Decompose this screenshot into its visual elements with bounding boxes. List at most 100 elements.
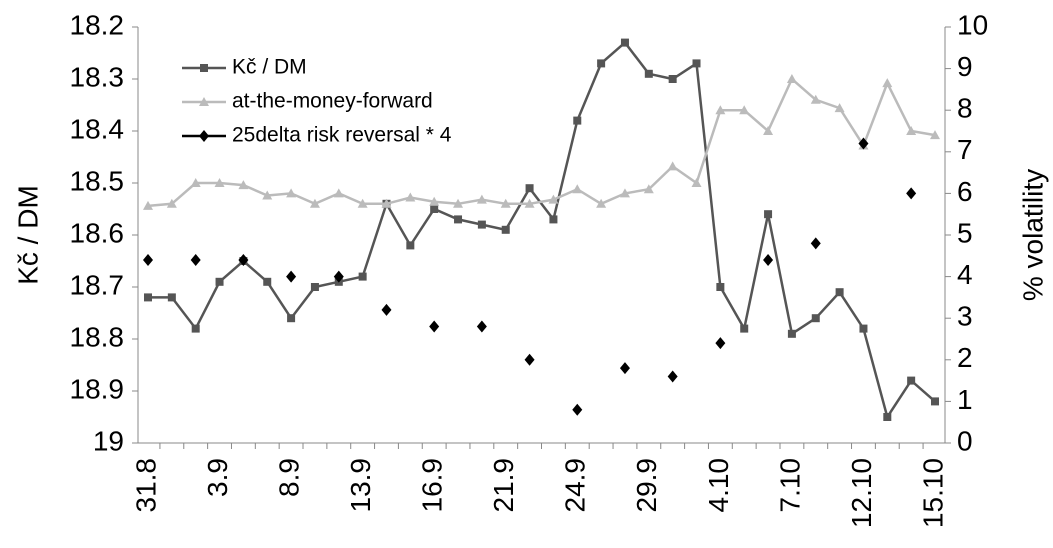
point (144, 293, 152, 302)
point (381, 303, 392, 316)
point (667, 161, 678, 171)
point (263, 277, 272, 286)
point (143, 253, 153, 266)
x-tick-label: 24.9 (560, 458, 591, 513)
point (739, 105, 750, 115)
point (764, 210, 773, 219)
x-tick-label: 8.9 (273, 458, 304, 497)
point (597, 59, 606, 68)
x-tick-label: 29.9 (631, 458, 662, 513)
point (310, 283, 319, 291)
point (572, 403, 583, 416)
point (500, 198, 511, 208)
y-axis-label: Kč / DM (12, 185, 43, 285)
point (333, 188, 344, 198)
y2-tick-label: 1 (957, 384, 973, 415)
point (906, 126, 917, 135)
point (190, 178, 201, 187)
point (835, 288, 844, 297)
legend-label: Kč / DM (232, 56, 307, 79)
y-tick-label: 18.7 (70, 269, 125, 300)
legend-label: 25delta risk reversal * 4 (232, 124, 452, 147)
point (549, 215, 558, 224)
y2-tick-label: 8 (957, 93, 973, 124)
point (930, 130, 940, 140)
point (166, 198, 177, 208)
legend-marker (199, 130, 209, 142)
point (476, 194, 487, 204)
y-tick-label: 18.5 (70, 165, 125, 196)
point (668, 75, 677, 83)
y2-tick-label: 4 (957, 259, 973, 290)
point (477, 220, 486, 229)
point (143, 200, 153, 210)
point (834, 103, 845, 113)
point (644, 69, 653, 78)
y2-tick-label: 9 (957, 51, 973, 82)
legend-marker (200, 64, 208, 72)
y-tick-label: 18.3 (70, 61, 125, 92)
point (810, 94, 821, 104)
point (691, 178, 702, 187)
y-tick-label: 18.2 (70, 9, 125, 40)
point (596, 198, 607, 208)
point (501, 225, 510, 234)
point (262, 190, 273, 200)
point (524, 198, 535, 208)
point (692, 59, 701, 68)
y2-tick-label: 0 (957, 425, 973, 456)
point (859, 324, 868, 333)
point (309, 198, 320, 208)
point (715, 105, 726, 115)
legend-label: at-the-money-forward (232, 90, 433, 113)
point (429, 320, 440, 333)
y2-tick-label: 7 (957, 134, 973, 165)
point (620, 38, 629, 47)
y-tick-label: 18.9 (70, 373, 125, 404)
point (810, 237, 821, 250)
x-tick-label: 7.10 (774, 458, 805, 513)
x-tick-label: 12.10 (846, 458, 877, 528)
y2-tick-label: 10 (957, 9, 988, 40)
x-tick-label: 15.10 (917, 458, 948, 528)
point (715, 337, 726, 350)
x-tick-label: 13.9 (345, 458, 376, 513)
x-tick-label: 31.8 (130, 458, 161, 513)
point (643, 184, 654, 194)
point (287, 314, 296, 323)
y2-axis-label: % volatility (1017, 169, 1048, 301)
legend-marker (199, 97, 209, 106)
y2-tick-label: 2 (957, 342, 973, 373)
point (525, 184, 534, 193)
point (190, 253, 201, 266)
point (763, 253, 774, 266)
point (430, 205, 439, 213)
y-tick-label: 18.8 (70, 321, 125, 352)
y-tick-label: 18.6 (70, 217, 125, 248)
point (215, 277, 224, 286)
point (858, 137, 869, 150)
y-tick-label: 18.4 (70, 113, 125, 144)
point (286, 188, 297, 198)
point (429, 196, 440, 206)
point (619, 188, 630, 198)
point (619, 362, 630, 375)
point (214, 178, 225, 187)
point (357, 198, 368, 208)
x-tick-label: 16.9 (417, 458, 448, 513)
point (906, 187, 917, 200)
point (191, 324, 200, 333)
x-tick-label: 4.10 (703, 458, 734, 513)
point (333, 270, 344, 283)
point (238, 180, 249, 190)
point (740, 324, 749, 333)
point (548, 194, 559, 204)
point (883, 413, 892, 421)
series-line (148, 40, 936, 421)
y-tick-label: 19 (93, 425, 124, 456)
point (406, 241, 415, 250)
point (167, 293, 176, 302)
x-tick-label: 21.9 (488, 458, 519, 513)
point (454, 215, 463, 224)
